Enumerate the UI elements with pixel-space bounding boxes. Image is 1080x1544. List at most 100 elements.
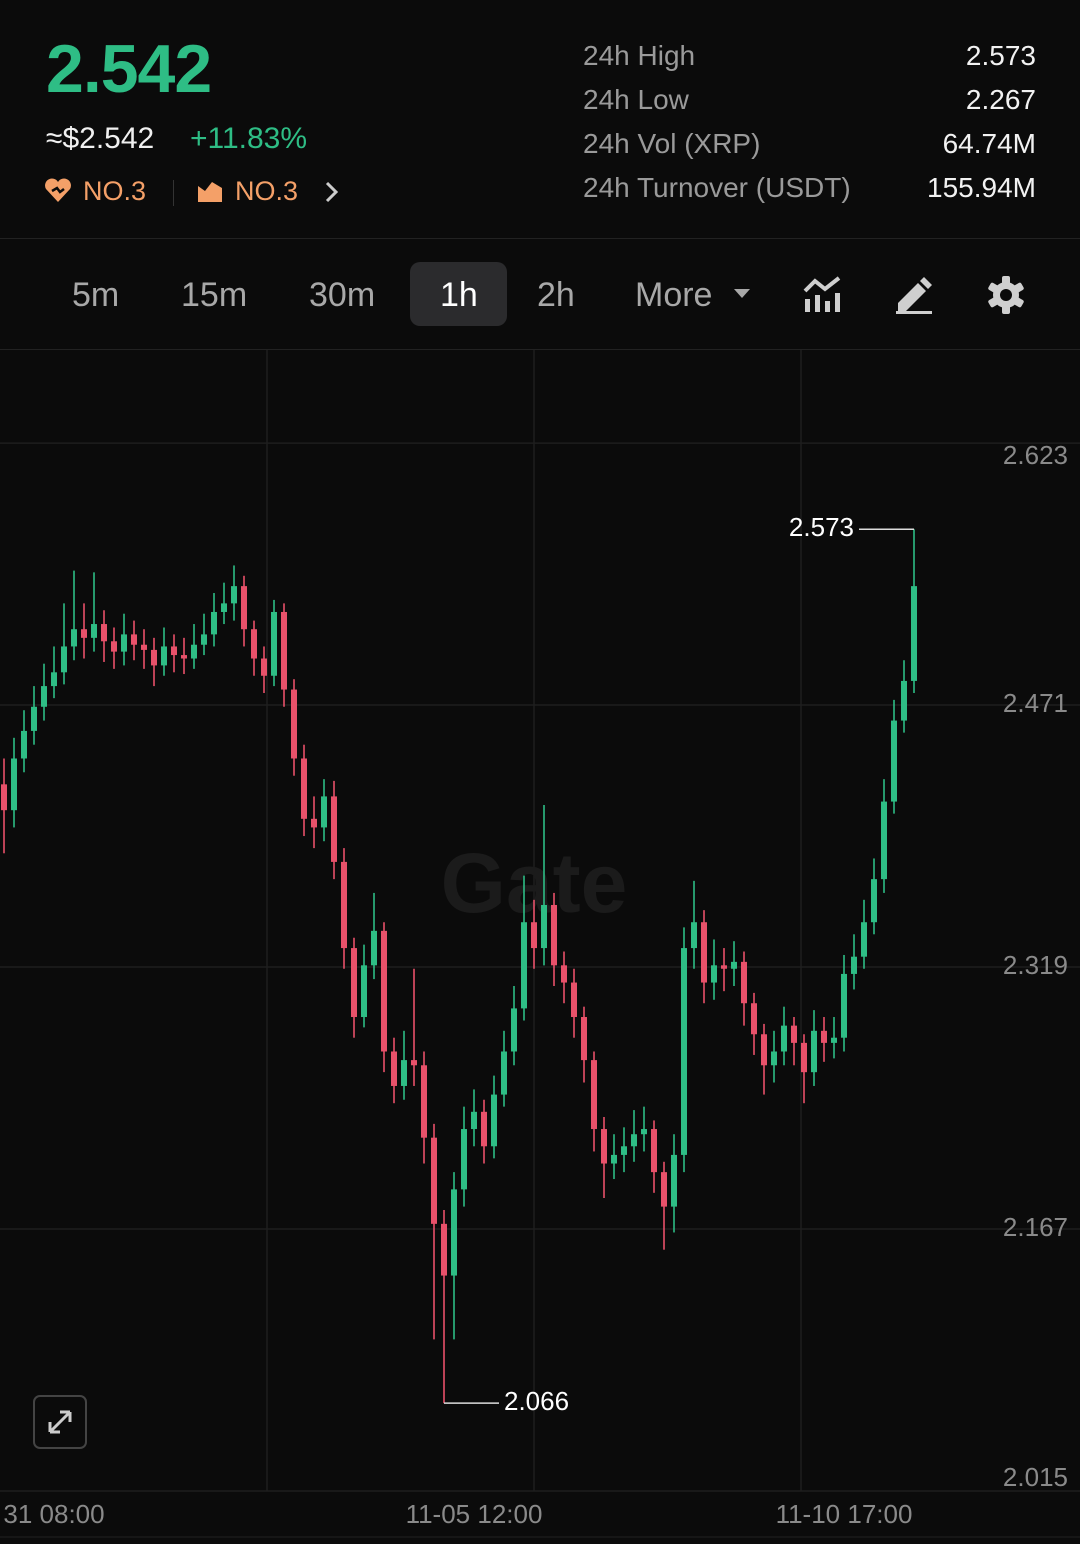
x-tick-label: 31 08:00 [3, 1499, 104, 1529]
candle-body [281, 611, 287, 690]
candle-body [91, 624, 97, 638]
candle-body [761, 1034, 767, 1066]
candle-body [231, 586, 237, 604]
candle-body [131, 634, 137, 645]
candle-body [261, 658, 267, 676]
candle-body [821, 1030, 827, 1043]
candle-body [211, 611, 217, 635]
candle-body [811, 1030, 817, 1073]
candle-body [511, 1008, 517, 1052]
candle-body [541, 904, 547, 949]
candle-body [331, 796, 337, 862]
candle-body [521, 922, 527, 1009]
candle-body [61, 646, 67, 673]
fullscreen-button[interactable] [33, 1395, 87, 1449]
candle-body [561, 965, 567, 983]
candle-body [241, 586, 247, 630]
candle-body [171, 646, 177, 656]
candle-body [291, 689, 297, 759]
interval-tab[interactable]: 15m [181, 276, 248, 314]
candle-body [371, 930, 377, 966]
separator [0, 349, 1080, 350]
candle-body [681, 948, 687, 1155]
candle-body [701, 922, 707, 983]
candle-body [51, 672, 57, 687]
rank-badge[interactable]: NO.3 [83, 176, 147, 206]
candle-body [361, 965, 367, 1018]
stat-label: 24h Turnover (USDT) [583, 172, 851, 203]
rank-badge[interactable]: NO.3 [235, 176, 299, 206]
candle-body [581, 1017, 587, 1061]
interval-tab[interactable]: 1h [440, 276, 478, 314]
candle-body [1, 784, 7, 811]
candle-body [271, 611, 277, 676]
candle-body [891, 720, 897, 802]
candle-body [471, 1111, 477, 1130]
candle-body [311, 818, 317, 828]
candles [1, 529, 917, 1404]
candle-body [901, 680, 907, 721]
candle-body [631, 1134, 637, 1147]
candle-body [841, 973, 847, 1038]
candle-body [651, 1129, 657, 1173]
candle-body [741, 961, 747, 1004]
candle-body [791, 1025, 797, 1043]
candle-body [141, 644, 147, 650]
min-label: 2.066 [504, 1386, 569, 1416]
stat-value: 2.267 [965, 84, 1036, 115]
candle-body [111, 641, 117, 652]
candle-body [21, 730, 27, 759]
candle-body [591, 1060, 597, 1130]
candle-body [351, 948, 357, 1018]
stat-value: 64.74M [942, 128, 1036, 159]
candle-body [341, 861, 347, 949]
candle-body [301, 758, 307, 819]
divider [173, 180, 174, 206]
candle-body [861, 922, 867, 957]
draw-icon[interactable] [894, 275, 934, 315]
stat-value: 155.94M [927, 172, 1036, 203]
more-tab[interactable]: More [635, 276, 713, 314]
candle-body [401, 1060, 407, 1086]
candle-body [391, 1051, 397, 1086]
candle-body [151, 649, 157, 666]
separator [0, 238, 1080, 239]
candle-body [671, 1154, 677, 1207]
stat-label: 24h High [583, 40, 696, 71]
candle-body [71, 629, 77, 647]
interval-tab[interactable]: 30m [309, 276, 376, 314]
candle-body [441, 1223, 447, 1276]
candle-body [321, 796, 327, 828]
candle-body [611, 1154, 617, 1164]
candle-body [831, 1037, 837, 1043]
active-tab-bg [410, 262, 507, 326]
candle-body [101, 624, 107, 642]
candle-body [381, 930, 387, 1052]
max-label: 2.573 [789, 512, 854, 542]
candle-body [531, 922, 537, 949]
candle-body [481, 1111, 487, 1147]
settings-icon[interactable] [986, 275, 1026, 315]
candle-body [251, 629, 257, 659]
indicator-icon[interactable] [803, 275, 843, 315]
candle-body [191, 644, 197, 659]
interval-tab[interactable]: 5m [72, 276, 120, 314]
candle-body [721, 965, 727, 969]
chevron[interactable] [322, 180, 342, 204]
candle-body [691, 922, 697, 949]
candle-body [711, 965, 717, 983]
candle-body [751, 1003, 757, 1035]
candle-body [221, 603, 227, 612]
interval-tab[interactable]: 2h [537, 276, 575, 314]
usd-price: ≈$2.542 [46, 122, 155, 155]
candle-body [911, 586, 917, 681]
change-percent: +11.83% [190, 122, 308, 155]
fullscreen-icon [48, 1410, 72, 1434]
candle-body [491, 1094, 497, 1147]
candle-body [431, 1137, 437, 1224]
candle-body [661, 1172, 667, 1207]
stat-label: 24h Low [583, 84, 689, 115]
candle-body [201, 634, 207, 645]
